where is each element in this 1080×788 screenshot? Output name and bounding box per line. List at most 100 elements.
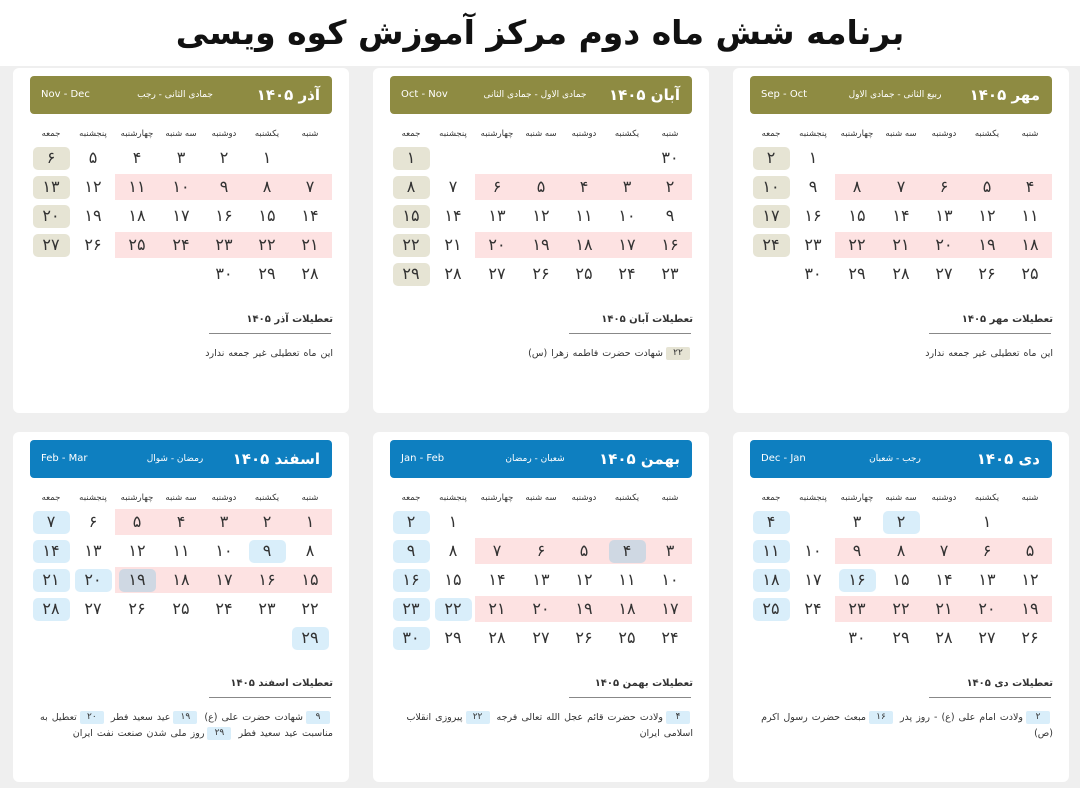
day-cell[interactable]: ۲۵ xyxy=(172,599,190,618)
day-cell[interactable]: ۱۶ xyxy=(804,206,822,225)
day-cell[interactable]: ۱۲ xyxy=(1021,570,1039,589)
day-cell[interactable]: ۷ xyxy=(305,177,315,196)
day-cell[interactable]: ۹ xyxy=(808,177,818,196)
day-cell[interactable]: ۸ xyxy=(896,541,906,560)
day-cell[interactable]: ۱۳ xyxy=(978,570,996,589)
day-cell[interactable]: ۲۱ xyxy=(301,235,319,254)
day-cell[interactable]: ۱۴ xyxy=(444,206,462,225)
day-cell[interactable]: ۲۲ xyxy=(444,599,462,618)
day-cell[interactable]: ۱۸ xyxy=(762,570,780,589)
day-cell[interactable]: ۲۰ xyxy=(488,235,506,254)
day-cell[interactable]: ۲۸ xyxy=(444,264,462,283)
day-cell[interactable]: ۹ xyxy=(262,541,272,560)
day-cell[interactable]: ۲۹ xyxy=(444,628,462,647)
day-cell[interactable]: ۱۹ xyxy=(84,206,102,225)
day-cell[interactable]: ۲۳ xyxy=(215,235,233,254)
day-cell[interactable]: ۱۸ xyxy=(618,599,636,618)
day-cell[interactable]: ۲۴ xyxy=(215,599,233,618)
day-cell[interactable]: ۲۴ xyxy=(618,264,636,283)
day-cell[interactable]: ۱۶ xyxy=(848,570,866,589)
day-cell[interactable]: ۲۰ xyxy=(978,599,996,618)
day-cell[interactable]: ۲۳ xyxy=(402,599,420,618)
day-cell[interactable]: ۲۲ xyxy=(848,235,866,254)
day-cell[interactable]: ۸ xyxy=(262,177,272,196)
day-cell[interactable]: ۱۱ xyxy=(762,541,780,560)
day-cell[interactable]: ۳ xyxy=(176,148,186,167)
day-cell[interactable]: ۱۳ xyxy=(42,177,60,196)
day-cell[interactable]: ۲۳ xyxy=(804,235,822,254)
day-cell[interactable]: ۱۵ xyxy=(301,570,319,589)
day-cell[interactable]: ۹ xyxy=(852,541,862,560)
day-cell[interactable]: ۲۹ xyxy=(258,264,276,283)
day-cell[interactable]: ۱۵ xyxy=(402,206,420,225)
day-cell[interactable]: ۲۹ xyxy=(301,628,319,647)
day-cell[interactable]: ۱۲ xyxy=(575,570,593,589)
day-cell[interactable]: ۲ xyxy=(406,512,416,531)
day-cell[interactable]: ۲۹ xyxy=(892,628,910,647)
day-cell[interactable]: ۱۳ xyxy=(84,541,102,560)
day-cell[interactable]: ۱۱ xyxy=(172,541,190,560)
day-cell[interactable]: ۲۵ xyxy=(128,235,146,254)
day-cell[interactable]: ۲۵ xyxy=(1021,264,1039,283)
day-cell[interactable]: ۱۵ xyxy=(892,570,910,589)
day-cell[interactable]: ۱۴ xyxy=(892,206,910,225)
day-cell[interactable]: ۱۷ xyxy=(804,570,822,589)
day-cell[interactable]: ۴ xyxy=(622,541,632,560)
day-cell[interactable]: ۱۷ xyxy=(762,206,780,225)
day-cell[interactable]: ۸ xyxy=(448,541,458,560)
day-cell[interactable]: ۱۳ xyxy=(935,206,953,225)
day-cell[interactable]: ۱۱ xyxy=(1021,206,1039,225)
day-cell[interactable]: ۶ xyxy=(88,512,98,531)
day-cell[interactable]: ۶ xyxy=(492,177,502,196)
day-cell[interactable]: ۱۹ xyxy=(978,235,996,254)
day-cell[interactable]: ۲۳ xyxy=(848,599,866,618)
day-cell[interactable]: ۳ xyxy=(665,541,675,560)
day-cell[interactable]: ۲۲ xyxy=(402,235,420,254)
day-cell[interactable]: ۲۶ xyxy=(1021,628,1039,647)
day-cell[interactable]: ۱۸ xyxy=(575,235,593,254)
day-cell[interactable]: ۲۴ xyxy=(762,235,780,254)
day-cell[interactable]: ۲۱ xyxy=(444,235,462,254)
day-cell[interactable]: ۱۱ xyxy=(128,177,146,196)
day-cell[interactable]: ۲۹ xyxy=(402,264,420,283)
day-cell[interactable]: ۲۷ xyxy=(84,599,102,618)
day-cell[interactable]: ۱۸ xyxy=(1021,235,1039,254)
day-cell[interactable]: ۱۰ xyxy=(804,541,822,560)
day-cell[interactable]: ۱۲ xyxy=(84,177,102,196)
day-cell[interactable]: ۱۴ xyxy=(301,206,319,225)
day-cell[interactable]: ۲۲ xyxy=(301,599,319,618)
day-cell[interactable]: ۴ xyxy=(766,512,776,531)
day-cell[interactable]: ۳۰ xyxy=(804,264,822,283)
day-cell[interactable]: ۱۶ xyxy=(661,235,679,254)
day-cell[interactable]: ۲۳ xyxy=(661,264,679,283)
day-cell[interactable]: ۲۳ xyxy=(258,599,276,618)
day-cell[interactable]: ۲۷ xyxy=(42,235,60,254)
day-cell[interactable]: ۱۴ xyxy=(935,570,953,589)
day-cell[interactable]: ۲۶ xyxy=(978,264,996,283)
day-cell[interactable]: ۱۰ xyxy=(661,570,679,589)
day-cell[interactable]: ۱۱ xyxy=(618,570,636,589)
day-cell[interactable]: ۵ xyxy=(132,512,142,531)
day-cell[interactable]: ۶ xyxy=(982,541,992,560)
day-cell[interactable]: ۲۵ xyxy=(575,264,593,283)
day-cell[interactable]: ۵ xyxy=(579,541,589,560)
day-cell[interactable]: ۳۰ xyxy=(215,264,233,283)
day-cell[interactable]: ۳ xyxy=(622,177,632,196)
day-cell[interactable]: ۱۶ xyxy=(258,570,276,589)
day-cell[interactable]: ۱ xyxy=(448,512,458,531)
day-cell[interactable]: ۲۱ xyxy=(892,235,910,254)
day-cell[interactable]: ۱۸ xyxy=(172,570,190,589)
day-cell[interactable]: ۶ xyxy=(536,541,546,560)
day-cell[interactable]: ۵ xyxy=(982,177,992,196)
day-cell[interactable]: ۱۳ xyxy=(532,570,550,589)
day-cell[interactable]: ۱۷ xyxy=(172,206,190,225)
day-cell[interactable]: ۱۷ xyxy=(618,235,636,254)
day-cell[interactable]: ۸ xyxy=(406,177,416,196)
day-cell[interactable]: ۲۶ xyxy=(84,235,102,254)
day-cell[interactable]: ۳ xyxy=(219,512,229,531)
day-cell[interactable]: ۲۵ xyxy=(762,599,780,618)
day-cell[interactable]: ۸ xyxy=(305,541,315,560)
day-cell[interactable]: ۷ xyxy=(492,541,502,560)
day-cell[interactable]: ۱۰ xyxy=(618,206,636,225)
day-cell[interactable]: ۲۸ xyxy=(42,599,60,618)
